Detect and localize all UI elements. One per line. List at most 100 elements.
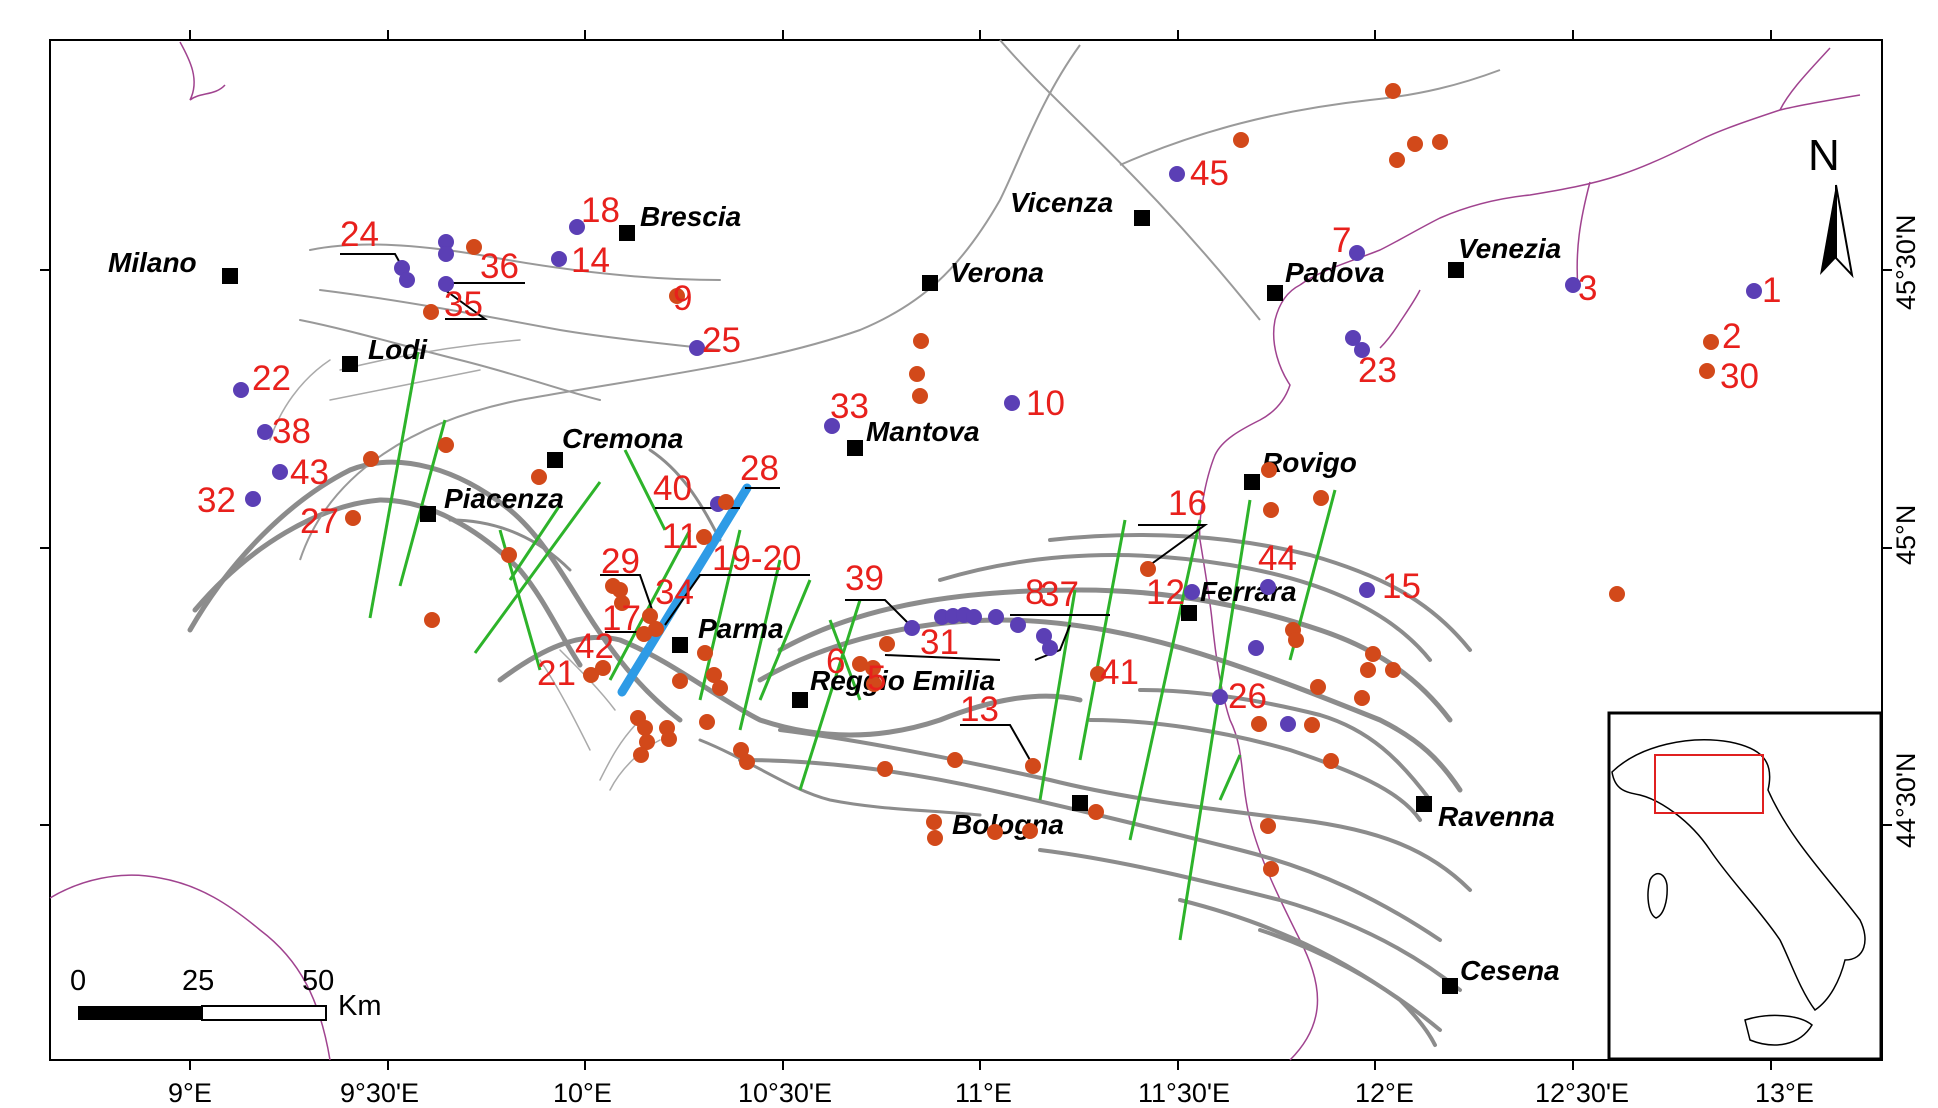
city-venezia: Venezia	[1448, 233, 1561, 278]
svg-text:43: 43	[290, 453, 329, 492]
north-arrow: N	[1808, 131, 1854, 279]
svg-text:12°30'E: 12°30'E	[1535, 1078, 1629, 1108]
city-milano: Milano	[108, 247, 238, 284]
svg-text:27: 27	[300, 502, 339, 541]
city-reggio-emilia: Reggio Emilia	[792, 665, 995, 708]
svg-text:Ferrara: Ferrara	[1200, 576, 1297, 607]
svg-text:41: 41	[1100, 653, 1139, 692]
city-brescia: Brescia	[619, 201, 741, 241]
svg-text:11°E: 11°E	[955, 1078, 1012, 1108]
tick-marks	[40, 30, 1892, 1070]
svg-text:45: 45	[1190, 154, 1229, 193]
city-padova: Padova	[1267, 257, 1385, 301]
svg-text:24: 24	[340, 215, 379, 254]
svg-text:11: 11	[662, 517, 698, 556]
svg-text:5: 5	[867, 659, 886, 698]
seismogenic-segment	[617, 483, 752, 697]
svg-text:39: 39	[845, 559, 884, 598]
svg-text:Piacenza: Piacenza	[444, 483, 564, 514]
svg-text:35: 35	[444, 285, 483, 324]
svg-text:45°30'N: 45°30'N	[1891, 214, 1921, 310]
svg-text:13°E: 13°E	[1755, 1078, 1814, 1108]
alpine-faults	[299, 39, 1501, 561]
svg-text:21: 21	[537, 654, 576, 693]
svg-text:1: 1	[1762, 271, 1781, 310]
svg-text:17: 17	[602, 599, 641, 638]
city-ferrara: Ferrara	[1181, 576, 1297, 621]
city-parma: Parma	[672, 613, 784, 653]
city-mantova: Mantova	[847, 416, 980, 456]
svg-text:Mantova: Mantova	[866, 416, 980, 447]
svg-text:44: 44	[1258, 539, 1297, 578]
map-frame	[49, 39, 1883, 1061]
svg-text:N: N	[1808, 131, 1840, 180]
svg-text:36: 36	[480, 247, 519, 286]
latitude-ticks: 45°30'N 45°N 44°30'N	[1891, 214, 1921, 848]
svg-text:12: 12	[1146, 573, 1185, 612]
svg-text:26: 26	[1228, 677, 1267, 716]
svg-text:12°E: 12°E	[1355, 1078, 1414, 1108]
svg-text:2: 2	[1722, 317, 1741, 356]
svg-text:Venezia: Venezia	[1458, 233, 1561, 264]
svg-text:31: 31	[920, 623, 959, 662]
svg-text:Bologna: Bologna	[952, 809, 1064, 840]
svg-text:10°30'E: 10°30'E	[738, 1078, 832, 1108]
transfer-zones	[368, 351, 1337, 941]
svg-text:33: 33	[830, 387, 869, 426]
city-lodi: Lodi	[342, 334, 428, 372]
svg-text:10: 10	[1026, 384, 1065, 423]
svg-text:7: 7	[1332, 221, 1351, 260]
svg-text:44°30'N: 44°30'N	[1891, 752, 1921, 848]
longitude-ticks: 9°E 9°30'E 10°E 10°30'E 11°E 11°30'E 12°…	[168, 1078, 1814, 1108]
cities: Milano Brescia Vicenza Verona Padova Ven…	[108, 187, 1561, 994]
svg-text:42: 42	[575, 627, 614, 666]
city-cremona: Cremona	[547, 423, 683, 468]
city-piacenza: Piacenza	[420, 483, 564, 522]
svg-text:50: 50	[302, 965, 334, 997]
svg-text:28: 28	[740, 449, 779, 488]
svg-text:13: 13	[960, 690, 999, 729]
svg-text:34: 34	[655, 573, 694, 612]
svg-text:30: 30	[1720, 357, 1759, 396]
svg-text:Cremona: Cremona	[562, 423, 683, 454]
svg-text:9°30'E: 9°30'E	[340, 1078, 419, 1108]
svg-text:Verona: Verona	[950, 257, 1044, 288]
inset-italy-map	[1607, 711, 1883, 1061]
svg-text:11°30'E: 11°30'E	[1138, 1078, 1230, 1108]
svg-text:Vicenza: Vicenza	[1010, 187, 1113, 218]
svg-text:19-20: 19-20	[712, 539, 802, 578]
svg-text:32: 32	[197, 481, 236, 520]
city-vicenza: Vicenza	[1010, 187, 1150, 226]
svg-text:Padova: Padova	[1285, 257, 1385, 288]
svg-text:25: 25	[702, 321, 741, 360]
svg-text:Rovigo: Rovigo	[1262, 447, 1357, 478]
city-ravenna: Ravenna	[1416, 796, 1555, 832]
city-cesena: Cesena	[1442, 955, 1560, 994]
svg-text:9: 9	[673, 279, 692, 318]
svg-text:18: 18	[581, 191, 620, 230]
scale-bar: 0 25 50 Km	[70, 965, 382, 1022]
svg-text:Lodi: Lodi	[368, 334, 428, 365]
svg-text:0: 0	[70, 965, 86, 997]
svg-text:15: 15	[1382, 567, 1421, 606]
svg-text:Ravenna: Ravenna	[1438, 801, 1555, 832]
svg-text:Parma: Parma	[698, 613, 784, 644]
svg-text:14: 14	[571, 241, 610, 280]
coastlines	[49, 41, 1861, 1061]
svg-text:Brescia: Brescia	[640, 201, 741, 232]
earthquakes-orange	[345, 83, 1719, 877]
svg-text:45°N: 45°N	[1891, 505, 1921, 565]
svg-text:22: 22	[252, 359, 291, 398]
svg-text:25: 25	[182, 965, 214, 997]
svg-text:Cesena: Cesena	[1460, 955, 1560, 986]
svg-text:Reggio Emilia: Reggio Emilia	[810, 665, 995, 696]
svg-text:38: 38	[272, 412, 311, 451]
svg-text:9°E: 9°E	[168, 1078, 212, 1108]
svg-text:10°E: 10°E	[553, 1078, 612, 1108]
svg-text:16: 16	[1168, 484, 1207, 523]
svg-text:23: 23	[1358, 351, 1397, 390]
city-verona: Verona	[922, 257, 1044, 291]
earthquake-labels: 1 2 3 5 6 7 8 9 10 11 12 13 14 15 16 17 …	[197, 154, 1781, 729]
svg-text:40: 40	[653, 469, 692, 508]
